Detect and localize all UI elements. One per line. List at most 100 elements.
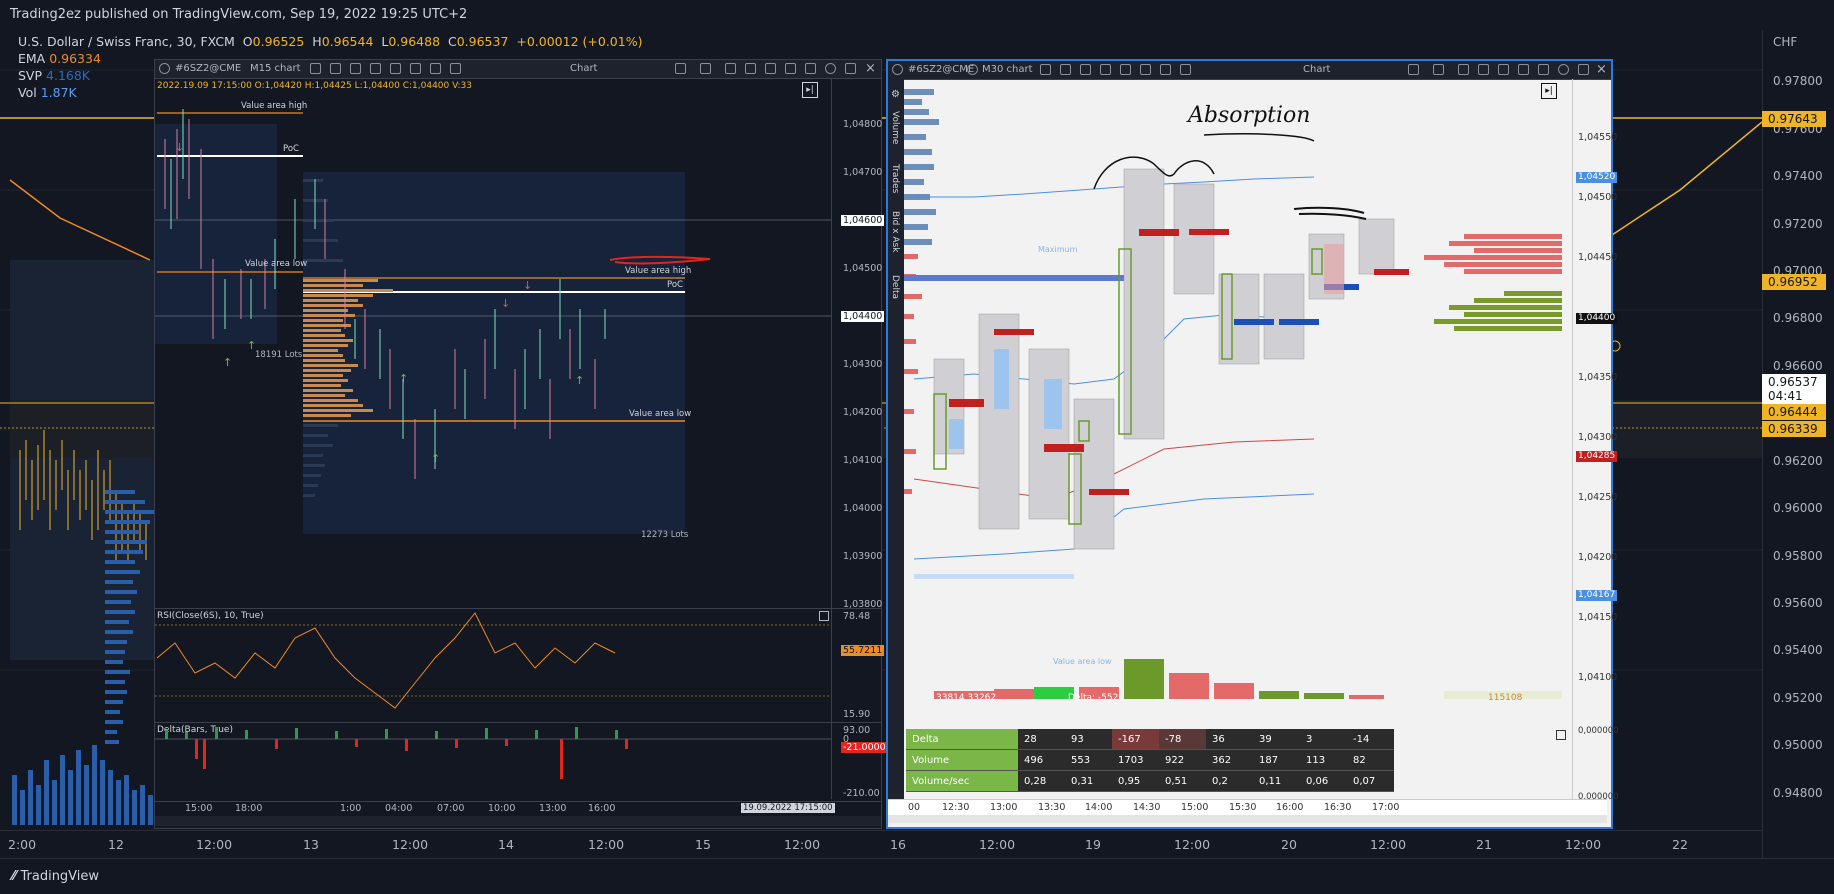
row-label: Volume/sec: [906, 770, 1018, 792]
window-symbol[interactable]: #6SZ2@CME: [175, 63, 242, 74]
settings-icon[interactable]: [1578, 64, 1589, 75]
level-price-tag: 0.96952: [1762, 274, 1826, 290]
table-cell: 0,51: [1159, 770, 1206, 792]
delta-label[interactable]: Delta(Bars, True): [157, 725, 233, 735]
crosshair-icon[interactable]: [410, 63, 421, 74]
time-tick: 12:00: [979, 837, 1016, 852]
price-tick: 0.94800: [1773, 786, 1823, 800]
fullscreen-icon[interactable]: [1478, 64, 1489, 75]
pen-icon[interactable]: [1060, 64, 1071, 75]
footprint-canvas[interactable]: [904, 79, 1572, 729]
close-icon[interactable]: ×: [1596, 62, 1607, 77]
price-axis[interactable]: CHF 0.97800 0.97600 0.97400 0.97200 0.97…: [1762, 30, 1834, 858]
fullscreen-icon[interactable]: [745, 63, 756, 74]
footprint-stats-table: Delta 28 93 -167 -78 36 39 3 -14 Volume …: [906, 729, 1394, 792]
template-icon[interactable]: [1120, 64, 1131, 75]
indicator-icon[interactable]: [370, 63, 381, 74]
sync-icon[interactable]: [825, 63, 836, 74]
restore-icon[interactable]: [765, 63, 776, 74]
time-tick: 12:00: [392, 837, 429, 852]
footprint-time-axis[interactable]: [888, 799, 1607, 818]
restore-icon[interactable]: [1498, 64, 1509, 75]
absorption-annotation[interactable]: Absorption: [1188, 103, 1311, 128]
copy-icon[interactable]: [1518, 64, 1529, 75]
price-tick: 1,04000: [843, 503, 883, 514]
price-tick: 1,04300: [843, 359, 883, 370]
close-icon[interactable]: ×: [865, 61, 876, 76]
window-symbol[interactable]: #6SZ2@CME: [908, 64, 975, 75]
legend-vol-row[interactable]: Vol 1.87K: [18, 84, 642, 101]
window-m30-chart[interactable]: #6SZ2@CME M30 chart Chart × ⚙ Volume Tra…: [886, 59, 1619, 829]
horizontal-scrollbar[interactable]: [155, 816, 881, 826]
chart-type-icon[interactable]: [310, 63, 321, 74]
time-tick: 07:00: [437, 803, 465, 814]
tab-volume[interactable]: Volume: [890, 111, 900, 145]
camera-icon[interactable]: [725, 63, 736, 74]
rsi-label[interactable]: RSI(Close(6S), 10, True): [157, 611, 264, 621]
sync-icon[interactable]: [1558, 64, 1569, 75]
table-cell: 0,2: [1206, 770, 1253, 792]
layout-icon[interactable]: [430, 63, 441, 74]
timeframe-select[interactable]: M15 chart: [250, 63, 301, 74]
link-icon[interactable]: [1433, 64, 1444, 75]
camera-icon[interactable]: [1458, 64, 1469, 75]
lock-icon[interactable]: [1538, 64, 1549, 75]
legend-high: 0.96544: [321, 34, 374, 49]
table-cell: 113: [1300, 749, 1347, 771]
scroll-to-latest-icon[interactable]: ▸|: [1541, 83, 1557, 99]
cursor-icon[interactable]: [1408, 64, 1419, 75]
tab-bid-ask[interactable]: Bid x Ask: [890, 211, 900, 253]
pane-close-icon[interactable]: [1556, 730, 1566, 740]
search-icon[interactable]: [967, 64, 978, 75]
indicator-icon[interactable]: [1100, 64, 1111, 75]
m15-price-canvas[interactable]: ↑ ↑ ↑ ↑ ↑ ↓ ↓ ↓: [155, 79, 831, 609]
template-icon[interactable]: [390, 63, 401, 74]
time-axis[interactable]: 2:00 12 12:00 13 12:00 14 12:00 15 12:00…: [0, 830, 1762, 859]
scroll-to-latest-icon[interactable]: ▸|: [802, 82, 818, 98]
settings-icon[interactable]: ⚙: [891, 89, 900, 100]
sub-axis-tick: 0,000000: [1578, 726, 1619, 736]
lock-icon[interactable]: [805, 63, 816, 74]
tab-trades[interactable]: Trades: [890, 164, 900, 194]
cursor-icon[interactable]: [675, 63, 686, 74]
settings-icon[interactable]: [845, 63, 856, 74]
window-titlebar[interactable]: #6SZ2@CME M30 chart Chart ×: [888, 61, 1611, 80]
pen-icon[interactable]: [330, 63, 341, 74]
time-tick: 1:00: [340, 803, 362, 814]
zoom-icon[interactable]: [350, 63, 361, 74]
legend-svp-row[interactable]: SVP 4.168K: [18, 67, 642, 84]
time-tick: 16:00: [588, 803, 616, 814]
horizontal-scrollbar[interactable]: [888, 815, 1607, 823]
object-icon[interactable]: [450, 63, 461, 74]
legend-change: +0.00012 (+0.01%): [516, 34, 643, 49]
delta-upper: 93.00: [843, 725, 871, 736]
price-tick: 0.96000: [1773, 501, 1823, 515]
zoom-icon[interactable]: [1080, 64, 1091, 75]
table-cell: 36: [1206, 729, 1253, 750]
price-tick: 1,04250: [1578, 492, 1618, 503]
delta-canvas[interactable]: [155, 722, 831, 798]
level-price-tag: 0.96444: [1762, 404, 1826, 420]
object-icon[interactable]: [1180, 64, 1191, 75]
last-price-value: 0.96537: [1768, 375, 1818, 389]
pane-close-icon[interactable]: [819, 611, 829, 621]
price-tick: 0.95400: [1773, 643, 1823, 657]
window-titlebar[interactable]: #6SZ2@CME M15 chart Chart ×: [155, 60, 881, 79]
price-tick: 0.96600: [1773, 359, 1823, 373]
rsi-canvas[interactable]: [155, 608, 831, 718]
tab-delta[interactable]: Delta: [890, 275, 900, 300]
copy-icon[interactable]: [785, 63, 796, 74]
link-icon[interactable]: [700, 63, 711, 74]
tradingview-logo[interactable]: ⁄⁄ TradingView: [12, 869, 99, 884]
publisher-bar: Trading2ez published on TradingView.com,…: [0, 0, 1834, 30]
crosshair-icon[interactable]: [1140, 64, 1151, 75]
layout-icon[interactable]: [1160, 64, 1171, 75]
legend-symbol[interactable]: U.S. Dollar / Swiss Franc, 30, FXCM: [18, 34, 235, 49]
legend-ema-row[interactable]: EMA 0.96334: [18, 50, 642, 67]
chart-type-icon[interactable]: [1040, 64, 1051, 75]
time-tick: 21: [1476, 837, 1492, 852]
table-cell: -14: [1347, 729, 1394, 750]
timeframe-select[interactable]: M30 chart: [982, 64, 1033, 75]
time-tick: 17:00: [1372, 802, 1400, 813]
window-m15-chart[interactable]: #6SZ2@CME M15 chart Chart × 2022.19.09 1…: [154, 59, 888, 829]
